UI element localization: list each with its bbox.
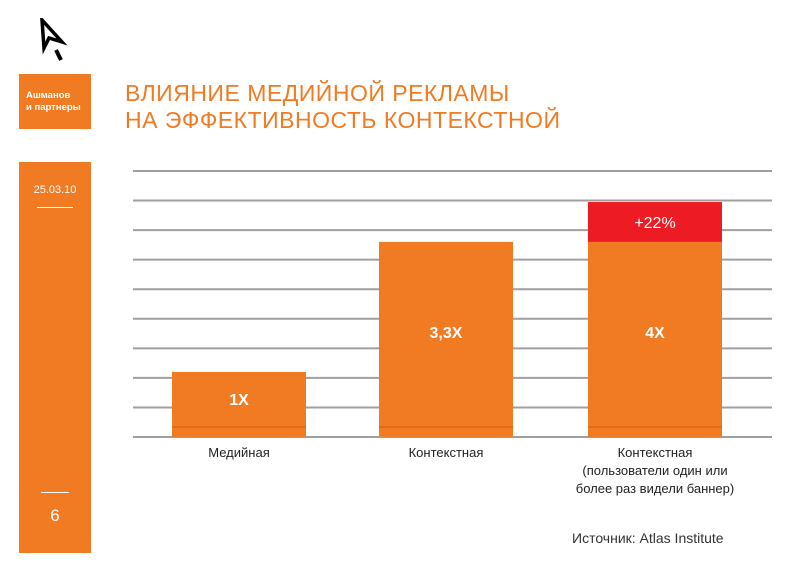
slide-date: 25.03.10	[33, 184, 77, 196]
data-label: 3,3X	[430, 325, 463, 342]
category-label: Контекстная	[618, 445, 693, 460]
logo-icon	[40, 18, 68, 61]
source-note: Источник: Atlas Institute	[572, 530, 724, 546]
title-line1: ВЛИЯНИЕ МЕДИЙНОЙ РЕКЛАМЫ	[125, 80, 510, 106]
title-line2: НА ЭФФЕКТИВНОСТЬ КОНТЕКСТНОЙ	[125, 107, 561, 133]
brand-line1: Ашманов	[26, 89, 71, 101]
bar-base	[379, 241, 513, 437]
page-title: ВЛИЯНИЕ МЕДИЙНОЙ РЕКЛАМЫ НА ЭФФЕКТИВНОСТ…	[125, 80, 560, 134]
data-label: 1X	[229, 392, 249, 409]
category-label: Контекстная	[409, 445, 484, 460]
divider	[37, 207, 73, 208]
category-label: более раз видели баннер)	[576, 481, 734, 496]
divider	[41, 492, 69, 493]
data-label: 4X	[645, 325, 665, 342]
data-label: +22%	[634, 215, 675, 232]
brand-badge: Ашманов и партнеры	[19, 74, 91, 129]
category-label: Медийная	[208, 445, 269, 460]
bar-base	[588, 241, 722, 437]
bar-base	[172, 371, 306, 437]
bar-increment	[588, 202, 722, 242]
category-label: (пользователи один или	[582, 463, 727, 478]
brand-line2: и партнеры	[26, 101, 81, 113]
page-number: 6	[50, 506, 60, 525]
sidebar-panel: 25.03.10 6	[19, 162, 91, 553]
